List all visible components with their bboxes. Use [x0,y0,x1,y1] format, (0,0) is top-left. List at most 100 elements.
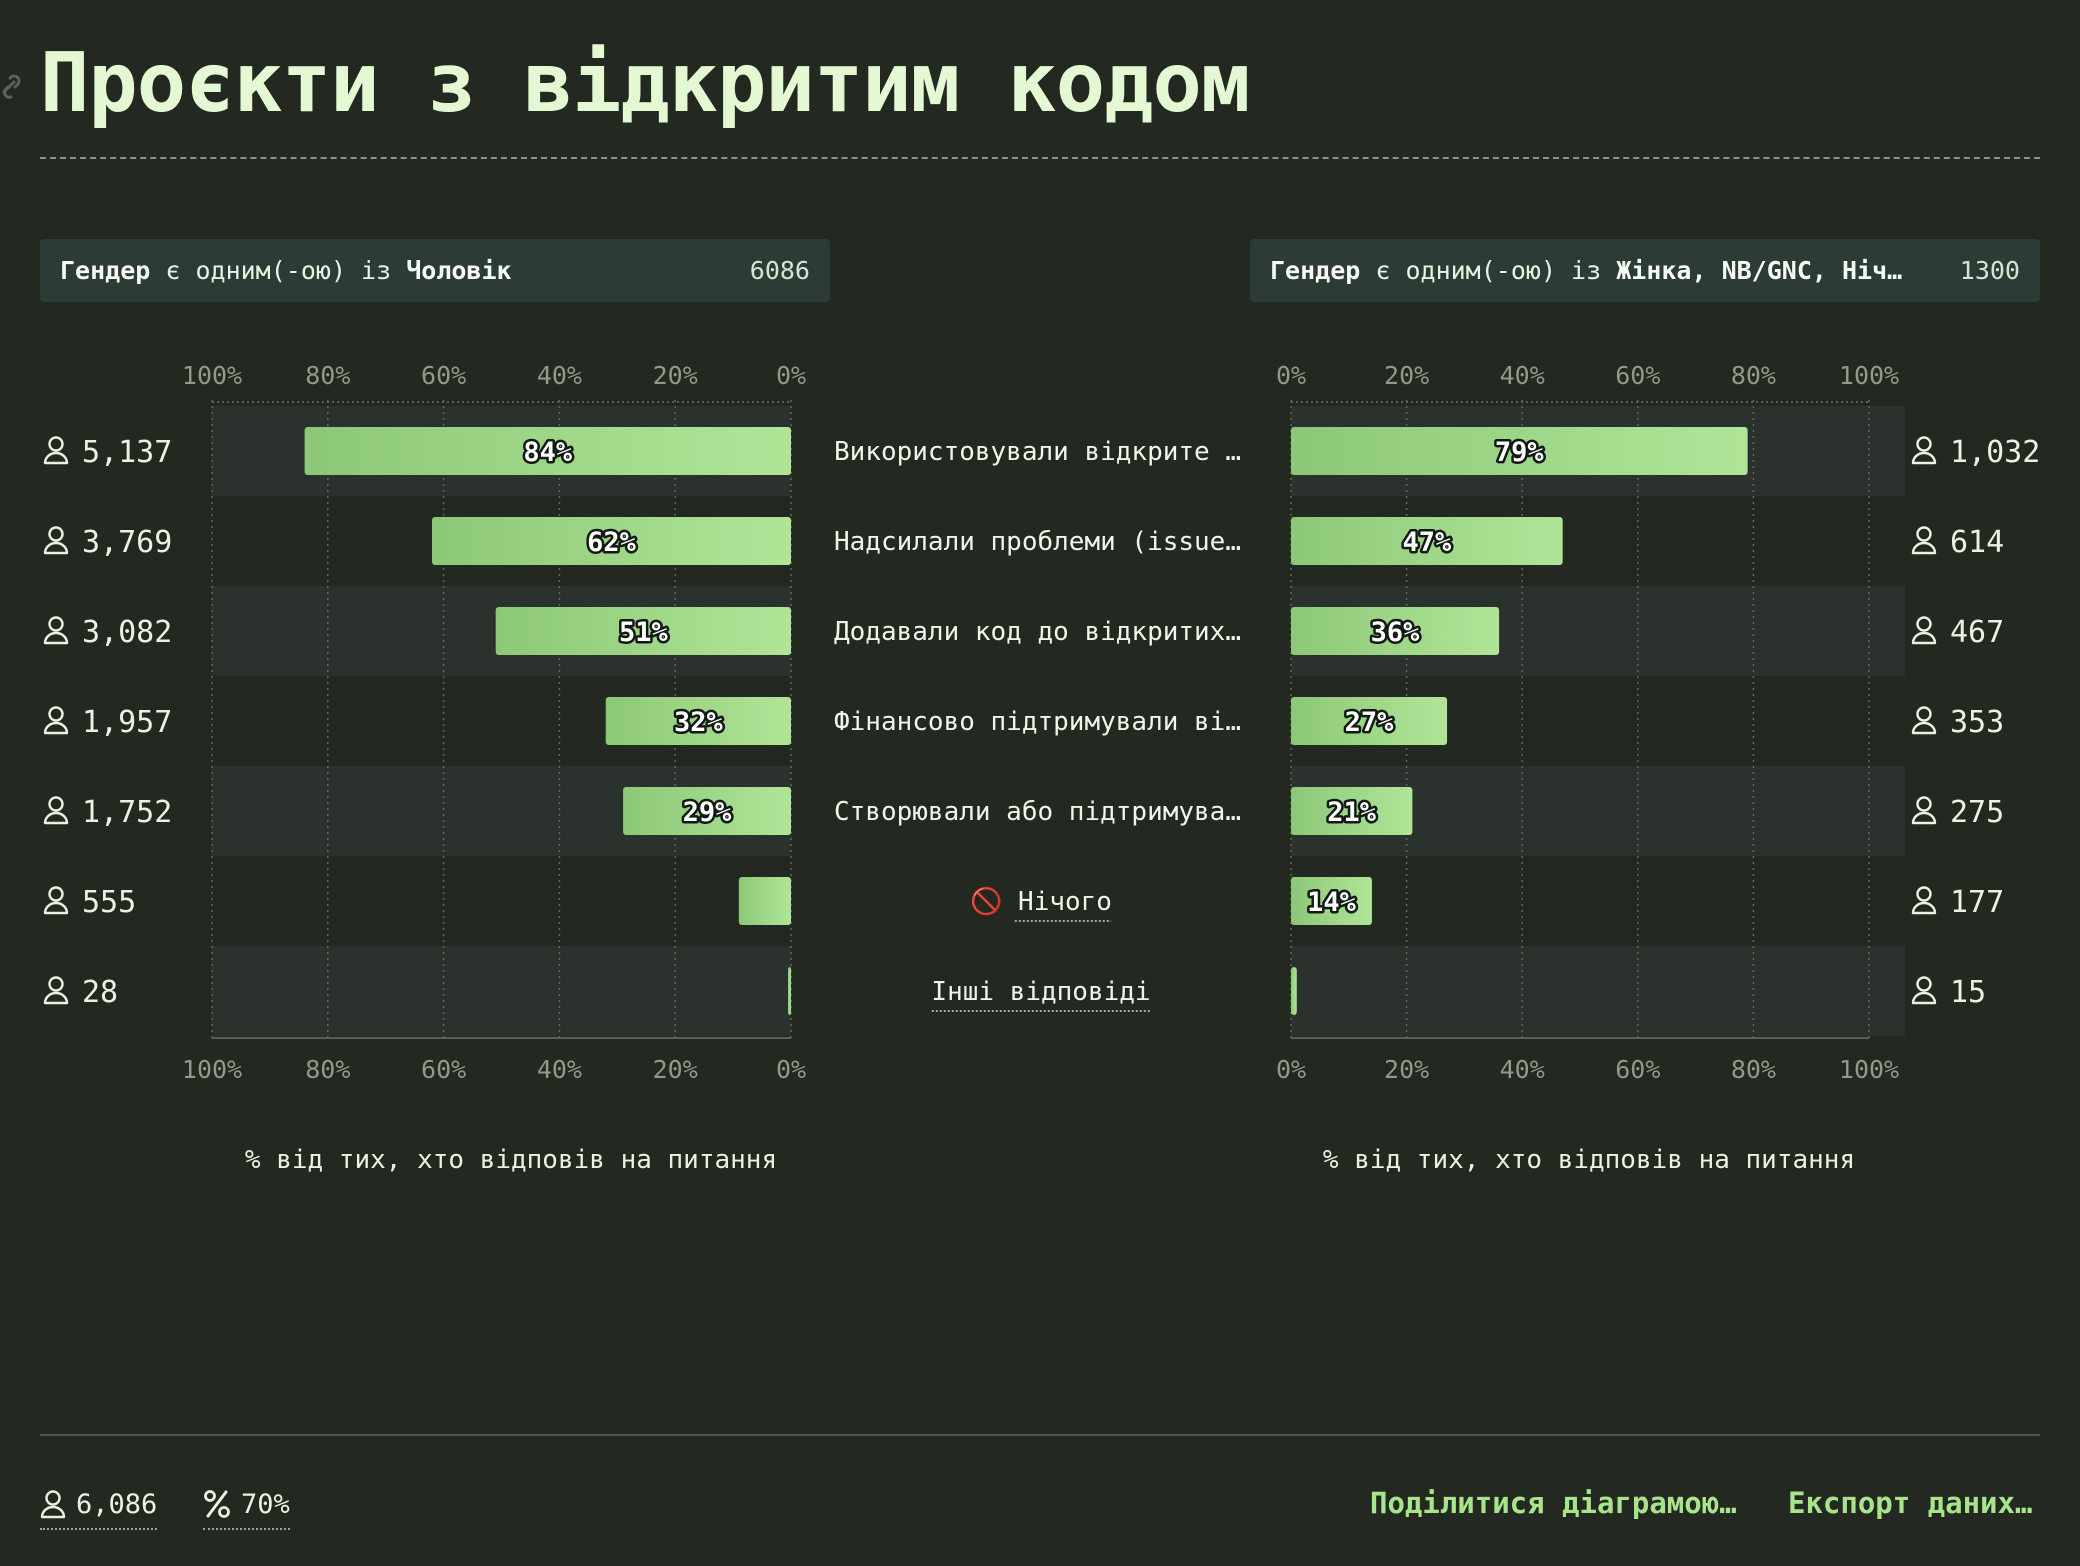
x-axis-title-right: % від тих, хто відповів на питання [1323,1145,1855,1175]
data-label-right: 27% [1345,707,1395,738]
tick-label-top-left: 0% [776,361,806,390]
count-right: 353 [1950,705,2004,740]
tick-label-bottom-left: 20% [653,1055,698,1084]
tick-label-top-left: 20% [653,361,698,390]
data-label-left: 29% [683,797,733,828]
tick-label-top-right: 20% [1384,361,1429,390]
bar-left [605,697,791,745]
percent-stat[interactable]: 70% [203,1482,290,1530]
data-label-right: 36% [1371,617,1421,648]
user-icon [1916,436,1932,452]
user-icon [43,811,69,825]
data-label-left: 62% [587,527,637,558]
user-icon [1911,451,1937,465]
count-left: 1,752 [82,795,172,830]
bar-right [1291,517,1563,565]
count-right: 275 [1950,795,2004,830]
tick-label-bottom-right: 80% [1731,1055,1776,1084]
tick-label-top-right: 100% [1839,361,1899,390]
tick-label-top-right: 80% [1731,361,1776,390]
x-axis-title-left: % від тих, хто відповів на питання [245,1145,777,1175]
data-label-left: 51% [619,617,669,648]
user-icon [48,436,64,452]
category-label: Використовували відкрите … [834,437,1241,467]
count-left: 555 [82,885,136,920]
tick-label-top-left: 60% [421,361,466,390]
user-icon [48,976,64,992]
bar-right [1291,877,1372,925]
tick-label-bottom-left: 60% [421,1055,466,1084]
percent-value: 70% [241,1488,290,1520]
export-data-button[interactable]: Експорт даних… [1788,1486,2033,1520]
tick-label-bottom-left: 100% [182,1055,242,1084]
tick-label-bottom-right: 0% [1276,1055,1306,1084]
category-label: Надсилали проблеми (issue… [834,527,1241,557]
bar-left [738,877,791,925]
user-icon [1911,721,1937,735]
user-icon [43,451,69,465]
bar-right [1291,787,1413,835]
user-icon [48,526,64,542]
share-chart-button[interactable]: Поділитися діаграмою… [1370,1486,1737,1520]
bar-left [788,967,791,1015]
category-label: Фінансово підтримували ві… [834,707,1241,737]
count-left: 3,769 [82,525,172,560]
tick-label-bottom-right: 60% [1615,1055,1660,1084]
link-icon[interactable] [0,72,22,102]
data-label-right: 14% [1307,887,1357,918]
user-icon [1916,616,1932,632]
count-right: 15 [1950,975,1986,1010]
tick-label-bottom-right: 40% [1500,1055,1545,1084]
bar-left [495,607,791,655]
data-label-right: 21% [1327,797,1377,828]
data-label-left: 84% [523,437,573,468]
user-icon [40,1490,66,1519]
tick-label-top-right: 0% [1276,361,1306,390]
tick-label-top-left: 80% [305,361,350,390]
mirrored-bar-chart: 0% 0% 0% 0% 20% 20% 20% 20% 40% 40% 40% 40% 60% 60% 60… [43,361,2040,1175]
bar-right [1291,427,1748,475]
count-right: 177 [1950,885,2004,920]
count-left: 3,082 [82,615,172,650]
user-icon [1916,796,1932,812]
category-label: 🚫 Нічого [970,886,1112,917]
category-label: Створювали або підтримува… [834,797,1241,827]
filter-left-count: 6086 [749,256,810,285]
filter-right-count: 1300 [1959,256,2020,285]
tick-label-top-left: 100% [182,361,242,390]
count-left: 28 [82,975,118,1010]
user-icon [43,721,69,735]
user-icon [48,616,64,632]
page-title: Проєкти з відкритим кодом [40,36,1250,131]
data-label-left: 32% [674,707,724,738]
row-band-left [212,946,791,1036]
filter-left[interactable]: Гендер є одним(-ою) із Чоловік 6086 [40,239,830,302]
category-label: Інші відповіді [931,977,1150,1007]
user-icon [48,796,64,812]
user-icon [1916,526,1932,542]
respondents-stat[interactable]: 6,086 [40,1482,158,1530]
tick-label-bottom-left: 0% [776,1055,806,1084]
user-icon [1911,541,1937,555]
tick-label-bottom-right: 100% [1839,1055,1899,1084]
respondents-count: 6,086 [76,1488,158,1520]
category-label: Додавали код до відкритих… [834,617,1241,647]
user-icon [48,886,64,902]
tick-label-bottom-left: 40% [537,1055,582,1084]
tick-label-top-left: 40% [537,361,582,390]
user-icon [43,631,69,645]
user-icon [43,541,69,555]
percent-icon [204,1490,230,1518]
user-icon [1911,901,1937,915]
user-icon [48,706,64,722]
user-icon [1911,991,1937,1005]
data-label-right: 79% [1495,437,1545,468]
bar-left [304,427,791,475]
user-icon [43,901,69,915]
user-icon [1916,706,1932,722]
filter-right[interactable]: Гендер є одним(-ою) із Жінка, NB/GNC, Ні… [1250,239,2040,302]
count-left: 1,957 [82,705,172,740]
tick-label-bottom-left: 80% [305,1055,350,1084]
count-right: 467 [1950,615,2004,650]
footer-divider [40,1434,2040,1436]
